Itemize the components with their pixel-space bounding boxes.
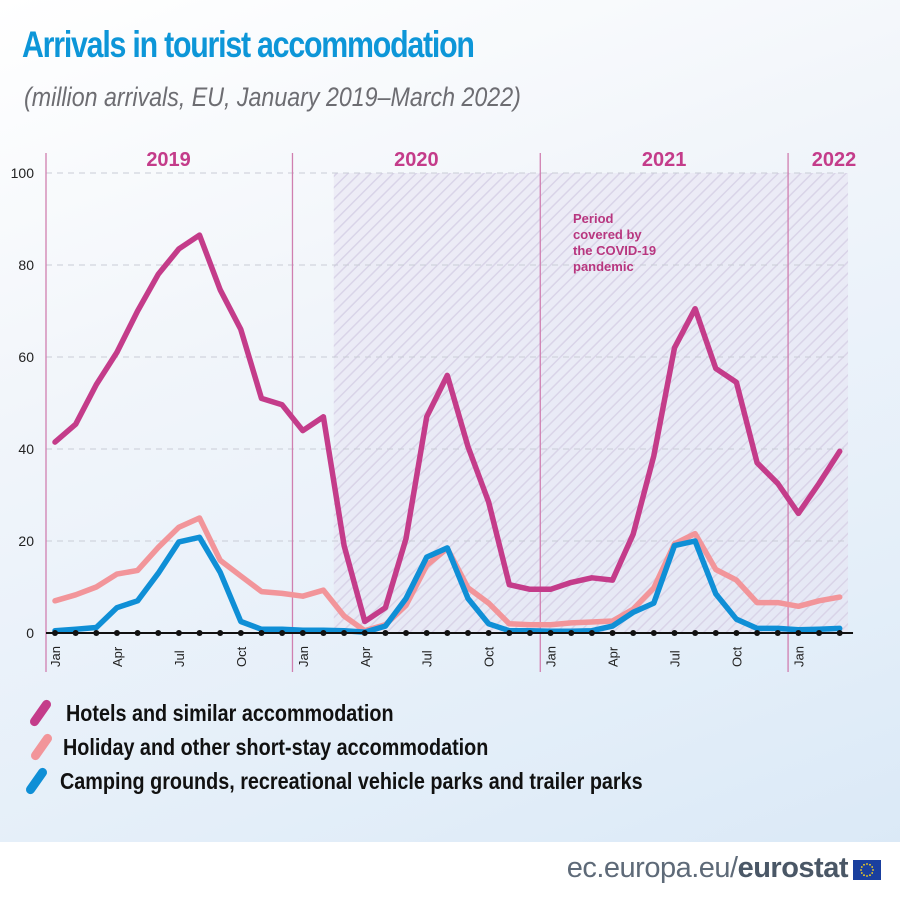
legend-swatch-camping (24, 766, 49, 796)
footer (0, 842, 900, 900)
flag-star (869, 863, 871, 866)
flag-star (860, 872, 863, 874)
x-tick-dot (671, 630, 678, 636)
x-tick-dot (754, 630, 761, 636)
source-link[interactable]: ec.europa.eu/eurostat (566, 852, 849, 885)
x-tick-dot (320, 630, 327, 636)
series-line-hotels (52, 232, 843, 625)
x-tick-label: Apr (606, 646, 621, 667)
y-tick-label: 80 (18, 257, 34, 273)
x-tick-label: Jul (668, 650, 683, 667)
x-tick-label: Jan (544, 646, 559, 667)
flag-star (863, 863, 865, 866)
x-tick-dot (113, 630, 120, 636)
x-tick-label: Apr (110, 646, 125, 667)
x-tick-label: Jul (172, 650, 187, 667)
annotation-text: Period (573, 211, 614, 226)
x-tick-dot (692, 630, 699, 636)
x-tick-dot (175, 630, 182, 636)
source-prefix: ec.europa.eu/ (566, 852, 738, 884)
eu-flag-icon (853, 860, 881, 880)
annotation-text: pandemic (573, 259, 634, 274)
x-tick-dot (816, 630, 823, 636)
x-tick-dot (733, 630, 740, 636)
x-tick-dot (341, 630, 348, 636)
x-tick-dot (382, 630, 389, 636)
chart-subtitle: (million arrivals, EU, January 2019–Marc… (24, 82, 521, 112)
x-tick-dot (836, 630, 843, 636)
x-tick-dot (237, 630, 244, 636)
legend-swatch-hotels (28, 698, 53, 728)
x-tick-dot (279, 630, 286, 636)
series-line-camping (52, 534, 843, 635)
flag-star (872, 869, 874, 871)
year-label: 2022 (812, 149, 857, 171)
flag-star (860, 866, 863, 868)
flag-star (869, 874, 871, 877)
x-tick-dot (155, 630, 162, 636)
x-tick-dot (134, 630, 141, 636)
x-tick-dot (588, 630, 595, 636)
year-label: 2021 (642, 149, 687, 171)
x-tick-dot (403, 630, 410, 636)
flag-star (866, 863, 868, 865)
x-tick-dot (52, 630, 58, 636)
x-tick-dot (299, 630, 306, 636)
year-label: 2020 (394, 149, 439, 171)
source-brand: eurostat (737, 852, 849, 884)
x-tick-label: Jul (420, 650, 435, 667)
x-tick-dot (361, 630, 368, 636)
x-tick-dot (650, 630, 657, 636)
annotation-text: covered by (573, 227, 642, 242)
chart-title: Arrivals in tourist accommodation (22, 24, 475, 65)
legend-swatch-holiday (29, 732, 54, 762)
y-tick-label: 40 (18, 441, 34, 457)
x-tick-label: Jan (48, 646, 63, 667)
x-tick-dot (609, 630, 616, 636)
x-tick-dot (444, 630, 451, 636)
x-tick-dot (72, 630, 79, 636)
x-tick-label: Apr (358, 646, 373, 667)
x-tick-dot (630, 630, 637, 636)
x-tick-label: Jan (791, 646, 806, 667)
flag-star (866, 875, 868, 877)
x-tick-dot (506, 630, 513, 636)
x-tick-label: Oct (729, 646, 744, 667)
legend-label-holiday: Holiday and other short-stay accommodati… (63, 734, 489, 760)
x-tick-label: Jan (296, 646, 311, 667)
x-tick-dot (465, 630, 471, 636)
x-tick-dot (217, 630, 224, 636)
covid-period-shading (333, 173, 849, 633)
x-tick-dot (795, 630, 802, 636)
annotation-text: the COVID-19 (573, 243, 656, 258)
x-tick-dot (712, 630, 719, 636)
x-tick-dot (547, 630, 554, 636)
legend-label-camping: Camping grounds, recreational vehicle pa… (60, 768, 643, 794)
x-tick-dot (526, 630, 533, 636)
year-label: 2019 (146, 149, 191, 171)
line-chart: 0 20 40 60 80 100 2019 2020 2021 2022 Periodcovere… (11, 149, 857, 672)
x-tick-dot (93, 630, 100, 636)
x-tick-dot (568, 630, 575, 636)
x-tick-dot (774, 630, 781, 636)
x-tick-dot (423, 630, 430, 636)
legend-label-hotels: Hotels and similar accommodation (66, 700, 394, 726)
y-tick-label: 100 (11, 165, 35, 181)
flag-star (871, 866, 874, 868)
x-tick-dot (485, 630, 492, 636)
y-tick-label: 20 (18, 533, 34, 549)
flag-star (863, 874, 865, 877)
x-tick-dot (196, 630, 203, 636)
x-tick-label: Oct (234, 646, 249, 667)
flag-star (871, 872, 874, 874)
y-tick-label: 0 (26, 625, 34, 641)
x-tick-label: Oct (482, 646, 497, 667)
flag-star (860, 869, 862, 871)
x-tick-dot (258, 630, 265, 636)
y-tick-label: 60 (18, 349, 34, 365)
